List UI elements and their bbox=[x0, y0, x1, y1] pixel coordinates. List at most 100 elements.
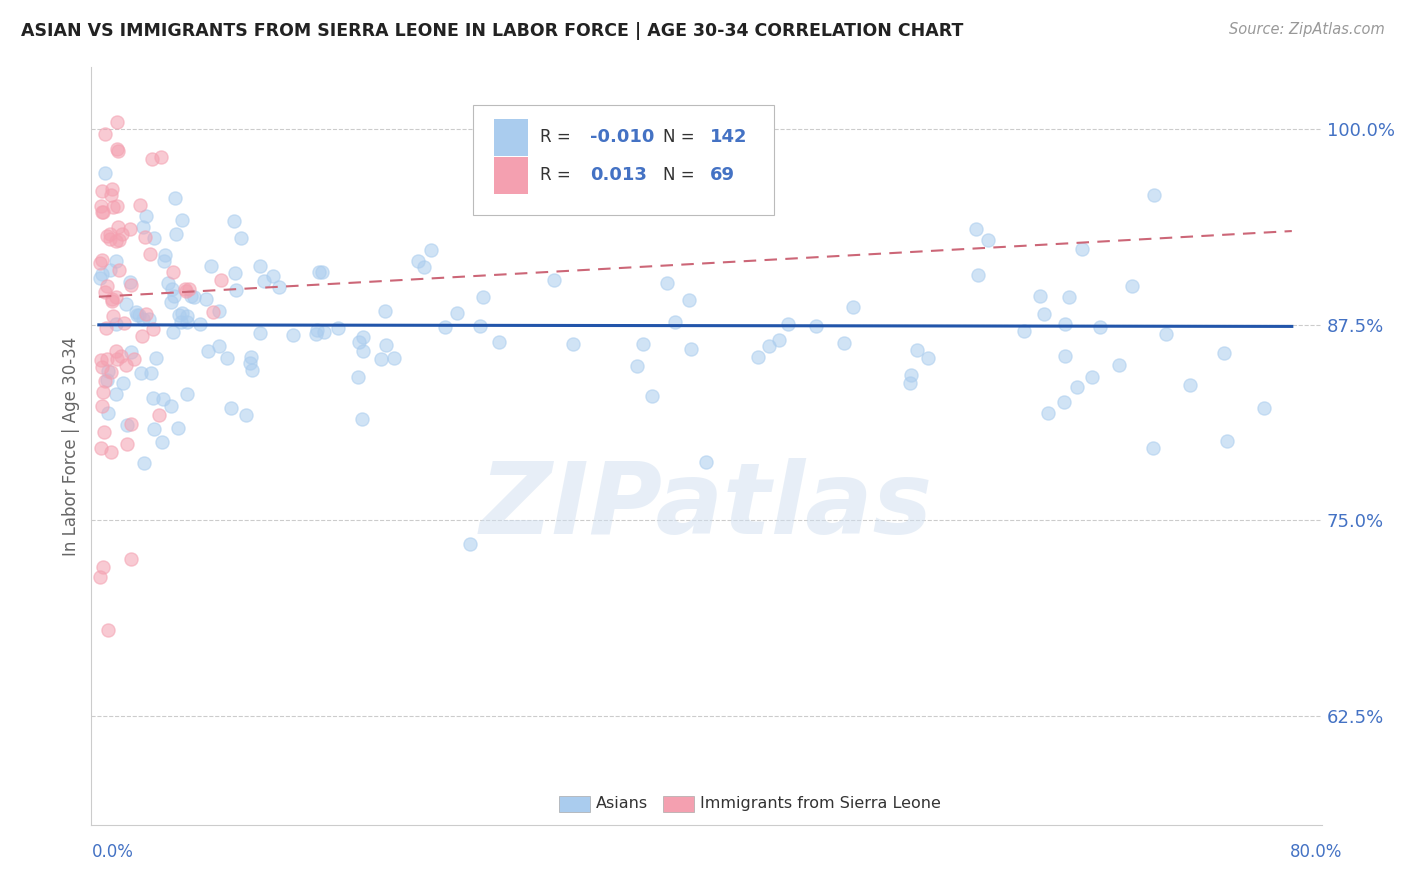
Point bbox=[120, 417, 142, 431]
Point bbox=[152, 435, 174, 450]
Point bbox=[101, 181, 124, 195]
Point bbox=[100, 445, 122, 459]
Point bbox=[664, 315, 686, 329]
Point bbox=[305, 323, 328, 337]
Point bbox=[105, 351, 128, 366]
Point bbox=[458, 536, 481, 550]
Point bbox=[111, 376, 134, 391]
Point bbox=[1180, 378, 1202, 392]
Point bbox=[131, 329, 153, 343]
Point bbox=[208, 304, 231, 318]
Point bbox=[105, 234, 128, 248]
Point bbox=[1143, 187, 1166, 202]
Point bbox=[641, 389, 664, 403]
Point bbox=[94, 285, 117, 299]
Point bbox=[90, 268, 112, 282]
Point bbox=[1088, 320, 1111, 334]
Text: -0.010: -0.010 bbox=[589, 128, 654, 146]
Point bbox=[105, 343, 128, 358]
Point bbox=[413, 260, 436, 275]
Bar bbox=[494, 120, 529, 155]
Point bbox=[143, 422, 166, 436]
Point bbox=[806, 319, 828, 334]
Point bbox=[122, 352, 145, 367]
Point bbox=[101, 200, 124, 214]
Point bbox=[420, 244, 443, 258]
Point bbox=[311, 265, 333, 279]
Point bbox=[97, 364, 120, 378]
Point bbox=[162, 325, 184, 339]
Point bbox=[1212, 346, 1234, 360]
Point bbox=[90, 441, 112, 455]
Point bbox=[374, 304, 396, 318]
Point bbox=[832, 335, 855, 350]
Point bbox=[120, 552, 142, 566]
Point bbox=[224, 266, 246, 280]
Point bbox=[91, 184, 114, 198]
Point bbox=[111, 227, 134, 241]
Point bbox=[153, 248, 176, 262]
Point bbox=[105, 387, 128, 401]
Point bbox=[125, 305, 148, 319]
Point bbox=[678, 293, 700, 308]
Point bbox=[142, 392, 165, 406]
Point bbox=[308, 265, 330, 279]
Point bbox=[374, 337, 396, 351]
Point bbox=[112, 316, 135, 330]
Point bbox=[94, 374, 117, 388]
Point bbox=[326, 321, 349, 335]
Point bbox=[174, 282, 197, 296]
Point bbox=[900, 368, 922, 383]
Point bbox=[110, 349, 132, 363]
Point bbox=[966, 268, 988, 282]
Point bbox=[183, 290, 205, 304]
Point bbox=[917, 351, 939, 365]
Point bbox=[90, 360, 112, 375]
Point bbox=[101, 293, 124, 308]
Point bbox=[312, 326, 335, 340]
Point bbox=[94, 321, 117, 335]
Point bbox=[1121, 278, 1143, 293]
Point bbox=[249, 260, 271, 274]
Point bbox=[98, 231, 121, 245]
Point bbox=[239, 356, 262, 370]
Point bbox=[370, 352, 392, 367]
Point bbox=[138, 246, 160, 260]
Point bbox=[90, 199, 112, 213]
Point bbox=[96, 229, 118, 244]
Point bbox=[150, 150, 173, 164]
Point bbox=[114, 359, 136, 373]
Point bbox=[471, 290, 494, 304]
Point bbox=[160, 282, 183, 296]
Point bbox=[159, 399, 181, 413]
Point bbox=[1215, 434, 1237, 449]
Point bbox=[94, 127, 117, 141]
Point bbox=[201, 305, 224, 319]
Point bbox=[105, 198, 128, 212]
Point bbox=[94, 166, 117, 180]
Point bbox=[281, 328, 304, 343]
Point bbox=[143, 231, 166, 245]
Point bbox=[170, 314, 193, 328]
Point bbox=[89, 570, 111, 584]
Point bbox=[128, 308, 150, 322]
Point bbox=[352, 330, 374, 344]
Point bbox=[104, 318, 127, 332]
Point bbox=[225, 283, 247, 297]
Point bbox=[229, 231, 252, 245]
Point bbox=[91, 385, 114, 400]
Point bbox=[162, 265, 184, 279]
Text: R =: R = bbox=[540, 128, 576, 146]
Point bbox=[165, 227, 187, 241]
Point bbox=[141, 152, 163, 166]
Point bbox=[977, 233, 1000, 247]
Point bbox=[1053, 349, 1076, 363]
Point bbox=[176, 386, 198, 401]
Point bbox=[91, 204, 114, 219]
Point bbox=[235, 408, 257, 422]
Point bbox=[120, 344, 142, 359]
Point bbox=[209, 273, 232, 287]
Point bbox=[117, 418, 139, 433]
Point bbox=[253, 275, 276, 289]
Point bbox=[176, 309, 198, 323]
